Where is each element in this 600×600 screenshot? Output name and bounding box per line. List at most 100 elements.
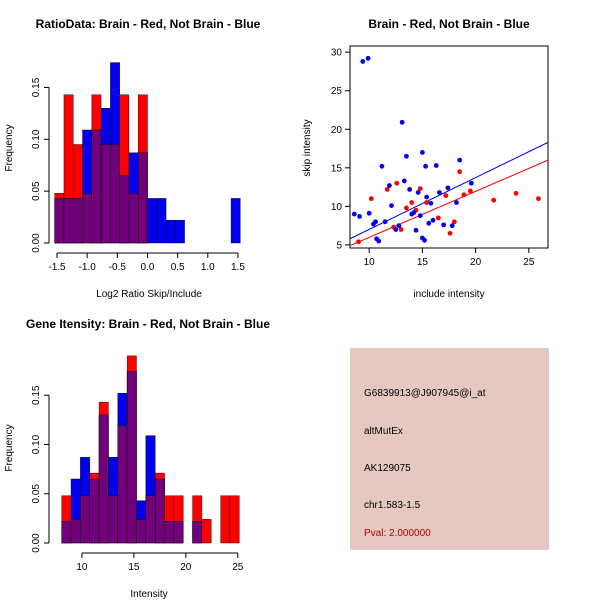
ratio-axes: -1.5 -1.0 -0.5 0.0 0.5 1.0 1.5 0.00 0.05 0.10 0.15 — [31, 77, 245, 273]
bar-overlap — [164, 521, 175, 544]
bar-overlap — [136, 519, 147, 544]
chart-title: RatioData: Brain - Red, Not Brain - Blue — [36, 17, 261, 31]
bar-overlap — [128, 193, 139, 244]
y-tick-label: 30 — [331, 48, 343, 59]
accession-id: AK129075 — [364, 463, 411, 474]
y-axis-label: Frequency — [4, 124, 15, 171]
chart-title: Gene Itensity: Brain - Red, Not Brain - … — [26, 317, 270, 331]
point-not-brain — [454, 200, 459, 205]
y-tick-label: 0.15 — [31, 77, 42, 97]
bar-overlap — [82, 193, 93, 244]
point-brain — [461, 192, 467, 198]
point-brain — [424, 200, 430, 205]
bar-overlap — [137, 152, 148, 244]
chart-title: Brain - Red, Not Brain - Blue — [368, 17, 530, 31]
fit-line-not-brain — [349, 141, 549, 240]
y-tick-label: 5 — [336, 240, 342, 251]
x-tick-label: 1.0 — [201, 262, 215, 273]
info-panel-background — [350, 348, 549, 550]
x-tick-label: 15 — [128, 562, 140, 573]
point-not-brain — [413, 227, 419, 233]
intensity-bars — [61, 355, 240, 544]
bar-overlap — [54, 198, 65, 244]
y-axis-label: skip intensity — [302, 119, 313, 176]
genomic-location: chr1.583-1.5 — [364, 500, 421, 511]
scatter-points — [351, 55, 541, 245]
bar-brain — [229, 495, 240, 544]
bar-overlap — [80, 495, 90, 544]
point-not-brain — [351, 211, 357, 217]
y-tick-label: 0.00 — [31, 533, 42, 553]
x-tick-label: 10 — [76, 562, 88, 573]
y-axis-label: Frequency — [4, 424, 15, 471]
point-brain — [398, 227, 404, 232]
point-not-brain — [428, 200, 434, 206]
x-axis-label: include intensity — [413, 289, 484, 300]
point-brain — [404, 205, 409, 211]
point-not-brain — [419, 149, 425, 155]
point-not-brain — [437, 190, 442, 195]
x-tick-label: 1.5 — [231, 262, 245, 273]
point-not-brain — [376, 238, 382, 244]
point-brain — [467, 188, 473, 194]
y-tick-label: 0.05 — [31, 181, 42, 201]
point-not-brain — [424, 194, 430, 200]
point-not-brain — [373, 219, 378, 225]
point-not-brain — [407, 187, 413, 192]
point-not-brain — [411, 210, 417, 215]
scatter-axes: 10 15 20 25 5 10 15 20 25 30 — [331, 48, 535, 268]
bar-not-brain — [156, 198, 167, 244]
bar-overlap — [61, 521, 72, 544]
fit-line-brain — [349, 159, 549, 247]
point-not-brain — [422, 237, 427, 243]
x-tick-label: 0.0 — [141, 262, 155, 273]
point-not-brain — [386, 183, 392, 188]
y-tick-label: 20 — [331, 125, 343, 136]
point-not-brain — [417, 213, 423, 219]
point-brain — [451, 219, 457, 225]
point-not-brain — [401, 178, 407, 184]
point-not-brain — [366, 210, 372, 216]
point-not-brain — [357, 213, 362, 219]
point-not-brain — [415, 190, 421, 195]
bar-overlap — [91, 129, 102, 244]
y-tick-label: 25 — [331, 86, 343, 97]
point-not-brain — [379, 163, 385, 169]
point-brain — [491, 197, 497, 203]
x-tick-label: 10 — [364, 257, 376, 268]
ratio-histogram: RatioData: Brain - Red, Not Brain - Blue… — [4, 17, 261, 300]
point-not-brain — [423, 163, 428, 169]
bar-overlap — [110, 144, 120, 244]
bar-overlap — [70, 519, 81, 544]
p-value: Pval: 2.000000 — [364, 528, 431, 539]
bar-overlap — [117, 425, 128, 544]
point-brain — [384, 187, 390, 192]
point-brain — [447, 230, 453, 236]
point-not-brain — [457, 157, 463, 163]
bar-not-brain — [175, 219, 185, 244]
y-tick-label: 0.15 — [31, 385, 42, 405]
bar-overlap — [154, 478, 165, 544]
bar-not-brain — [165, 219, 176, 244]
point-not-brain — [468, 180, 474, 186]
plot-frame — [349, 45, 549, 249]
point-brain — [435, 215, 441, 221]
bar-overlap — [100, 144, 111, 244]
probe-id: G6839913@J907945@i_at — [364, 388, 486, 399]
point-brain — [513, 190, 519, 196]
bar-not-brain — [147, 198, 157, 244]
x-axis-label: Log2 Ratio Skip/Include — [96, 289, 202, 300]
point-not-brain — [389, 203, 394, 208]
point-not-brain — [449, 223, 455, 229]
y-tick-label: 0.10 — [31, 129, 42, 149]
point-not-brain — [399, 119, 405, 125]
point-brain — [443, 193, 449, 198]
point-not-brain — [365, 55, 371, 61]
point-not-brain — [404, 153, 409, 159]
point-not-brain — [441, 222, 447, 228]
x-axis-label: Intensity — [130, 589, 167, 600]
bar-overlap — [145, 495, 156, 544]
point-brain — [356, 239, 361, 245]
bar-brain — [201, 519, 212, 544]
x-tick-label: 20 — [180, 562, 192, 573]
